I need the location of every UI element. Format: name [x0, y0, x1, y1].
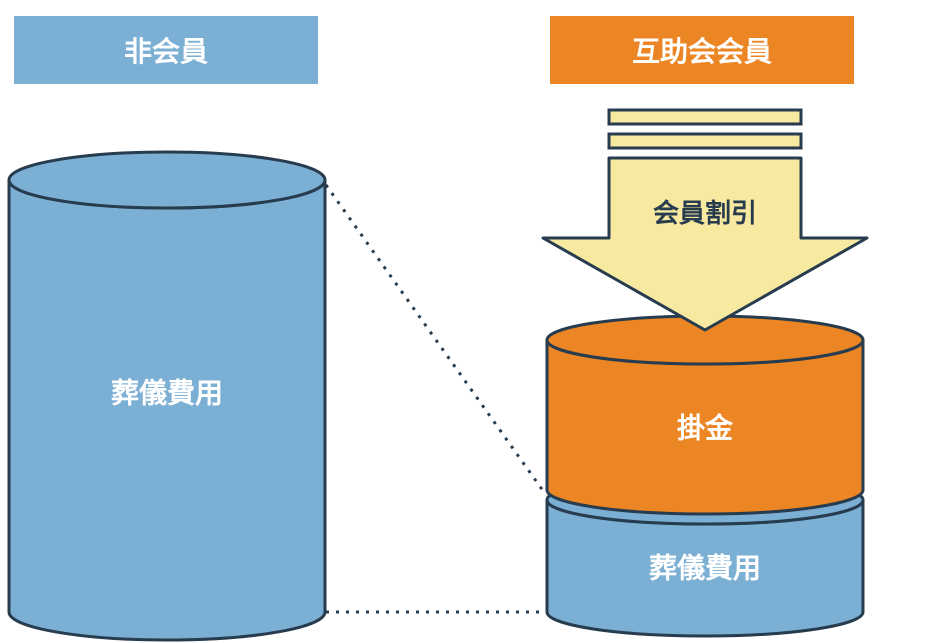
left-cylinder: 葬儀費用 [9, 152, 325, 640]
right-cylinder-top: 掛金 [547, 316, 863, 514]
left-cylinder-label: 葬儀費用 [111, 377, 223, 408]
right-cylinder-top-label: 掛金 [677, 411, 734, 443]
diagram-svg: 葬儀費用葬儀費用掛金会員割引 [0, 0, 952, 643]
arrow-label: 会員割引 [653, 198, 757, 228]
arrow-bar-0 [609, 110, 801, 124]
right-cylinder-bottom-label: 葬儀費用 [649, 552, 761, 583]
dotted-line-top [326, 185, 546, 495]
arrow-shape [543, 158, 867, 330]
arrow-bar-1 [609, 134, 801, 148]
discount-arrow: 会員割引 [543, 110, 867, 330]
